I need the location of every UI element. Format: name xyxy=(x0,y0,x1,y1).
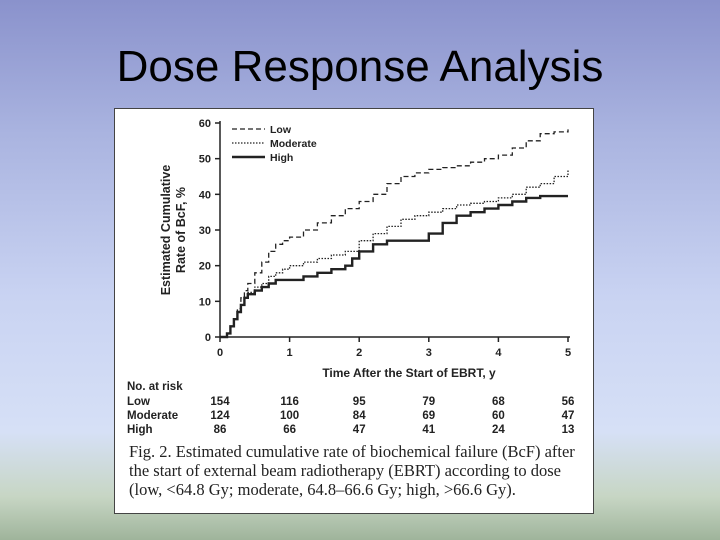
risk-table-header: No. at risk xyxy=(127,381,183,393)
risk-table-cell: 68 xyxy=(492,396,505,408)
y-tick-label: 50 xyxy=(199,154,211,166)
risk-table-cell: 47 xyxy=(353,424,366,436)
y-axis-label-line1: Estimated Cumulative xyxy=(159,165,173,296)
y-tick-label: 20 xyxy=(199,261,211,273)
x-tick-label: 4 xyxy=(495,347,502,359)
y-tick-label: 0 xyxy=(205,332,211,344)
y-tick-label: 10 xyxy=(199,296,211,308)
y-tick-label: 30 xyxy=(199,225,211,237)
x-tick-label: 5 xyxy=(565,347,571,359)
y-tick-label: 60 xyxy=(199,118,211,130)
figure-caption: Fig. 2. Estimated cumulative rate of bio… xyxy=(129,442,575,499)
risk-table-cell: 84 xyxy=(353,410,366,422)
risk-row-label-high: High xyxy=(127,424,153,436)
risk-table-cell: 79 xyxy=(422,396,435,408)
legend-label-moderate: Moderate xyxy=(270,138,317,150)
risk-table-cell: 124 xyxy=(210,410,230,422)
risk-table-cell: 116 xyxy=(280,396,299,408)
x-tick-label: 0 xyxy=(217,347,223,359)
risk-table-cell: 154 xyxy=(210,396,230,408)
legend-label-high: High xyxy=(270,152,293,164)
risk-table-cell: 95 xyxy=(353,396,366,408)
risk-row-label-moderate: Moderate xyxy=(127,410,178,422)
risk-table-cell: 69 xyxy=(422,410,435,422)
series-line-high xyxy=(220,194,568,339)
risk-table-cell: 66 xyxy=(283,424,296,436)
y-tick-label: 40 xyxy=(199,189,211,201)
risk-table-cell: 86 xyxy=(214,424,227,436)
legend-label-low: Low xyxy=(270,124,292,136)
x-tick-label: 2 xyxy=(356,347,362,359)
risk-table-cell: 24 xyxy=(492,424,505,436)
risk-table-cell: 47 xyxy=(562,410,575,422)
risk-table-cell: 13 xyxy=(562,424,575,436)
slide-title: Dose Response Analysis xyxy=(116,42,604,91)
risk-table-cell: 56 xyxy=(562,396,575,408)
y-axis-label-line2: Rate of BcF, % xyxy=(174,187,188,273)
risk-table-cell: 60 xyxy=(492,410,505,422)
figure-panel: 0 10 20 30 40 50 60 0 1 2 3 4 5 Time After the Start … xyxy=(114,108,594,514)
series-line-moderate xyxy=(220,169,569,338)
x-tick-label: 1 xyxy=(287,347,293,359)
risk-row-label-low: Low xyxy=(127,396,150,408)
series-line-low xyxy=(220,129,569,338)
x-tick-label: 3 xyxy=(426,347,432,359)
chart: 0 10 20 30 40 50 60 0 1 2 3 4 5 Time After the Start … xyxy=(127,118,575,436)
risk-table-cell: 41 xyxy=(422,424,435,436)
risk-table-cell: 100 xyxy=(280,410,299,422)
x-axis-label: Time After the Start of EBRT, y xyxy=(322,366,496,380)
